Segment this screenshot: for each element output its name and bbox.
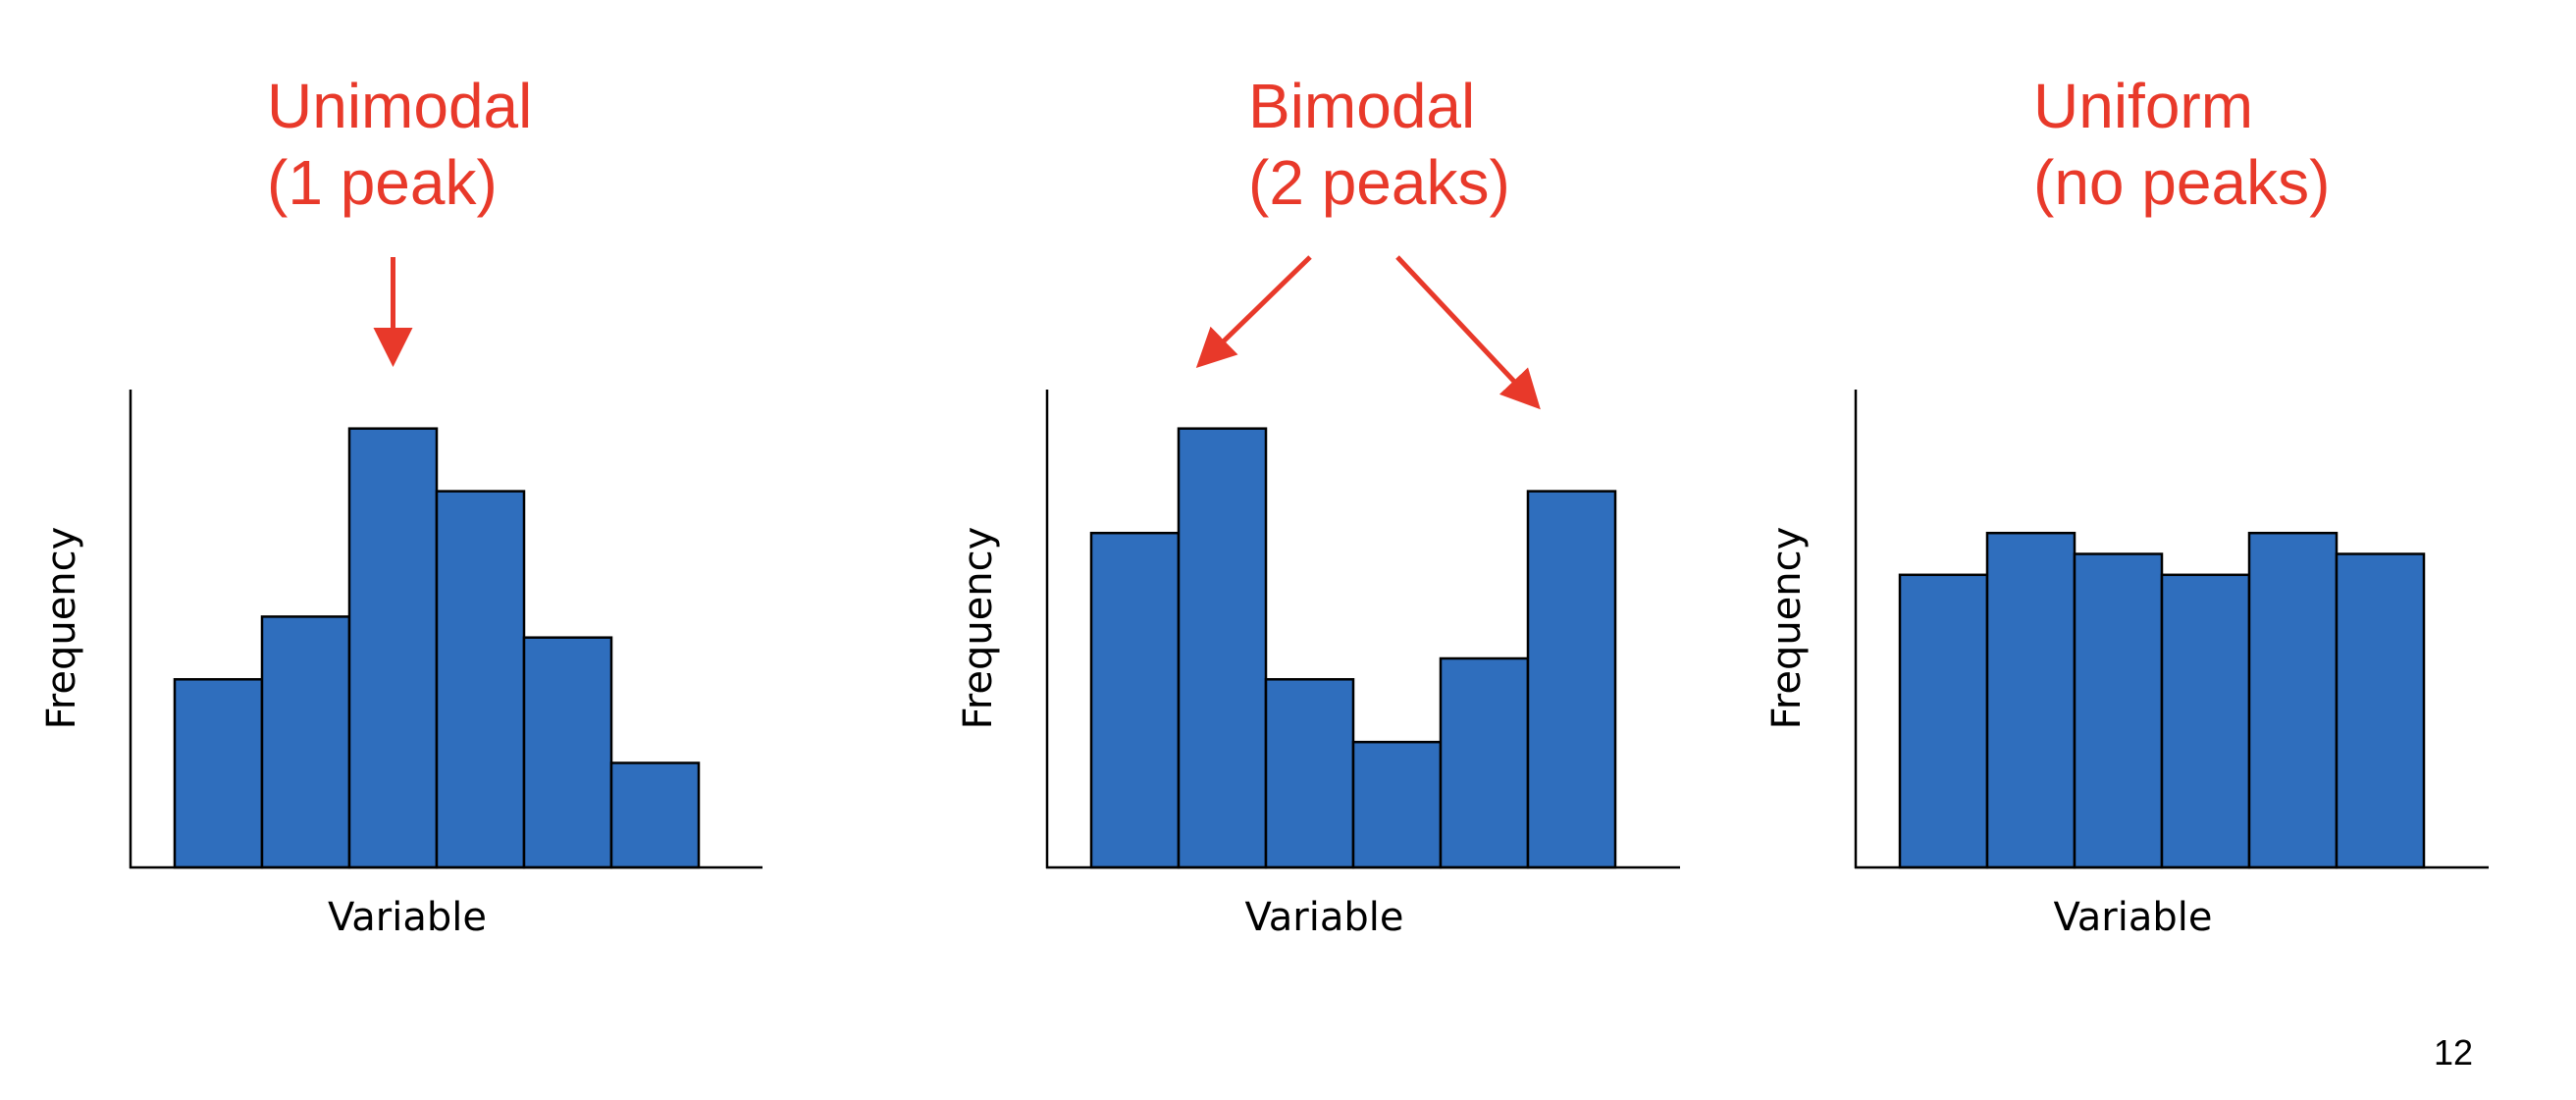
caption-line-2: (no peaks) (2033, 147, 2330, 218)
histogram-bar (1985, 531, 2077, 869)
histogram-panel-1: Unimodal (1 peak) Variable Frequency (39, 71, 762, 940)
y-axis-label: Frequency (39, 527, 84, 730)
y-axis-label: Frequency (956, 527, 1001, 730)
y-axis-label: Frequency (1764, 527, 1810, 730)
histogram-bar (435, 490, 526, 869)
x-axis-label: Variable (2054, 895, 2213, 940)
histogram-bar (1898, 573, 1989, 869)
caption-line-2: (1 peak) (267, 147, 498, 218)
caption-line-2: (2 peaks) (1248, 147, 1510, 218)
histogram-bar (1439, 656, 1530, 869)
histogram-bar (2247, 531, 2339, 869)
histogram-bar (1177, 427, 1268, 869)
caption: Unimodal (1 peak) (267, 71, 532, 218)
histogram-bar (1264, 678, 1355, 869)
histogram-bar (347, 427, 439, 869)
x-axis-label: Variable (1245, 895, 1404, 940)
histogram-bar (1526, 490, 1617, 869)
caption-line-1: Uniform (2033, 71, 2253, 141)
x-axis-label: Variable (328, 895, 487, 940)
caption: Bimodal (2 peaks) (1248, 71, 1510, 218)
histogram-bar (2335, 552, 2426, 869)
caption: Uniform (no peaks) (2033, 71, 2330, 218)
histogram-bar (260, 615, 351, 869)
caption-line-1: Unimodal (267, 71, 532, 141)
histogram-bar (1089, 531, 1181, 869)
slide-number: 12 (2433, 1032, 2473, 1073)
histogram-bar (609, 761, 701, 869)
peak-arrow-left (1195, 255, 1312, 368)
histogram-bar (1351, 740, 1443, 869)
histograms-group: Unimodal (1 peak)VariableFrequencyBimodal… (39, 71, 2489, 940)
histogram-bar (2160, 573, 2251, 869)
histogram-bar (173, 678, 264, 869)
caption-line-1: Bimodal (1248, 71, 1475, 141)
histogram-bar (522, 636, 613, 869)
histogram-bar (2073, 552, 2164, 869)
histogram-panel-2: Bimodal (2 peaks) Variable Frequency (956, 71, 1680, 940)
peak-arrow-right (1395, 255, 1541, 410)
histogram-panel-3: Uniform (no peaks) Variable Frequency (1764, 71, 2489, 940)
